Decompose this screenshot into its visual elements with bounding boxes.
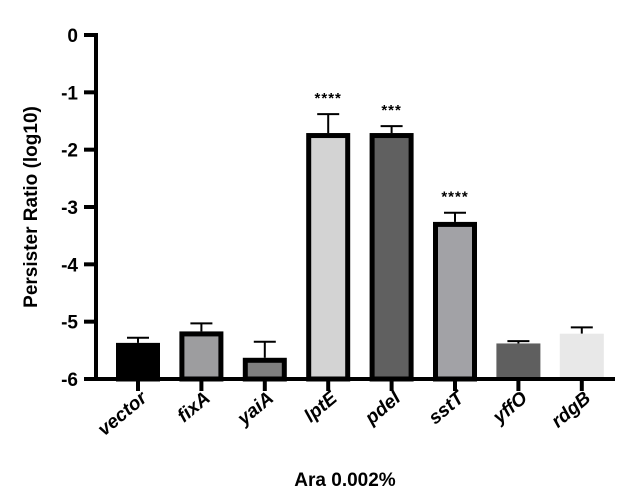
x-tick-label: fixA (174, 388, 215, 427)
y-tick-label: -1 (61, 83, 78, 104)
y-tick-label: -2 (61, 141, 78, 162)
bar-yaiA (242, 357, 287, 382)
x-tick-labels: vector fixA yaiA lptE pdeI sstT yffO rdgB (94, 379, 595, 440)
y-axis-ticks: 0 -1 -2 -3 -4 -5 -6 (61, 26, 96, 391)
x-tick-label: vector (94, 387, 152, 441)
bar-rdgB (559, 333, 604, 379)
bar-vector (116, 342, 160, 382)
x-axis-label: Ara 0.002% (294, 470, 396, 491)
x-tick-label: rdgB (548, 388, 596, 433)
y-tick-label: 0 (67, 26, 78, 47)
x-tick-label: pdeI (361, 387, 406, 429)
bar-lptE (306, 133, 351, 382)
bars: *********** (116, 90, 604, 382)
x-tick-label: lptE (300, 387, 342, 427)
y-tick-label: -3 (61, 198, 78, 219)
x-tick-label: sstT (425, 387, 469, 429)
y-tick-label: -6 (61, 370, 78, 391)
bar-sstT (433, 221, 477, 382)
significance-label: **** (441, 189, 468, 206)
y-axis-label: Persister Ratio (log10) (21, 106, 42, 308)
bar-yffO (496, 343, 541, 379)
y-tick-label: -5 (61, 313, 78, 334)
significance-label: **** (315, 90, 342, 107)
x-tick-label: yffO (488, 388, 531, 429)
x-tick-label: yaiA (233, 388, 278, 431)
bar-pdeI (369, 133, 414, 382)
y-tick-label: -4 (61, 255, 78, 276)
significance-label: *** (381, 102, 402, 119)
bar-fixA (179, 331, 224, 382)
